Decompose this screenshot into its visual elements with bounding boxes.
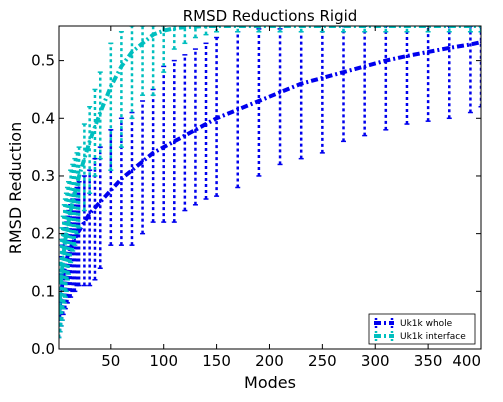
series-0-point <box>88 212 91 215</box>
series-1-point <box>83 157 86 160</box>
series-1-point <box>75 183 79 186</box>
series-0-point <box>60 284 64 287</box>
series-0-point <box>405 54 409 58</box>
series-0-point <box>77 229 81 232</box>
series-0-point <box>83 220 86 224</box>
x-tick-label: 250 <box>308 352 337 370</box>
chart-title: RMSD Reductions Rigid <box>183 7 358 25</box>
series-1-point <box>66 226 69 230</box>
series-1-point <box>183 26 187 29</box>
series-0-point <box>215 117 218 120</box>
x-tick-label: 50 <box>101 352 120 370</box>
series-1-point <box>69 209 72 212</box>
series-0-point <box>66 255 69 258</box>
series-1-point <box>67 220 70 224</box>
series-0-point <box>300 82 303 85</box>
series-1-point <box>59 278 63 281</box>
series-0-point <box>278 91 282 94</box>
series-1-point <box>173 27 176 30</box>
y-tick-label: 0.4 <box>31 109 55 127</box>
legend-label: Uk1k interface <box>400 332 466 342</box>
legend-label: Uk1k whole <box>400 319 453 329</box>
series-0-point <box>130 168 134 172</box>
series-0-point <box>469 43 472 46</box>
series-1-point <box>71 200 74 204</box>
series-0-point <box>93 206 97 209</box>
x-tick-label: 400 <box>452 352 481 370</box>
series-0-point <box>363 65 366 68</box>
series-0-point <box>183 134 187 137</box>
series-0-point <box>204 122 208 126</box>
y-tick-label: 0.5 <box>31 52 55 70</box>
series-0-point <box>236 108 239 111</box>
series-1-point <box>151 33 155 36</box>
x-axis-label: Modes <box>244 373 296 392</box>
series-0-point <box>194 128 197 132</box>
series-0-point <box>426 50 430 54</box>
series-0-point <box>257 99 261 103</box>
series-1-point <box>93 125 97 129</box>
series-1-point <box>141 42 144 45</box>
series-0-point <box>151 151 155 155</box>
x-tick-label: 350 <box>414 352 443 370</box>
series-0-point <box>109 189 113 192</box>
series-1-point <box>88 140 91 143</box>
y-tick-label: 0.2 <box>31 225 55 243</box>
series-1-point <box>63 246 66 250</box>
y-tick-label: 0.3 <box>31 167 55 185</box>
series-1-point <box>59 295 62 299</box>
series-1-point <box>73 192 77 195</box>
series-0-point <box>120 177 123 181</box>
series-1-point <box>120 65 123 68</box>
y-axis-label: RMSD Reduction <box>6 122 25 254</box>
series-0-point <box>384 59 388 62</box>
series-1-point <box>99 111 102 114</box>
series-0-point <box>141 160 144 163</box>
legend-box <box>368 313 476 345</box>
x-tick-label: 200 <box>255 352 284 370</box>
series-1-point <box>77 174 81 178</box>
series-1-point <box>64 238 67 241</box>
axis-ticks: 50 100 150 200 250 300 350 400 0.0 0.1 0.2 0.3 0.4 0.… <box>31 26 482 370</box>
series-1-point <box>130 50 134 54</box>
series-1-point <box>109 85 113 88</box>
series-1-point <box>62 255 65 258</box>
plot-area <box>59 26 481 339</box>
plot-frame <box>58 25 482 350</box>
series-0-line <box>59 40 481 321</box>
series-1-point <box>60 267 64 270</box>
x-tick-label: 300 <box>361 352 390 370</box>
y-tick-label: 0.0 <box>31 340 55 358</box>
series-0-point <box>448 46 451 50</box>
series-0-point <box>342 70 345 74</box>
series-0-point <box>321 76 324 80</box>
x-tick-label: 100 <box>149 352 178 370</box>
series-0-point <box>173 140 176 143</box>
series-0-point <box>99 200 102 204</box>
x-tick-label: 150 <box>202 352 231 370</box>
series-0-point <box>162 145 165 149</box>
series-1-point <box>65 232 68 235</box>
y-tick-label: 0.1 <box>31 282 55 300</box>
legend: Uk1k whole Uk1k interface <box>368 313 476 345</box>
